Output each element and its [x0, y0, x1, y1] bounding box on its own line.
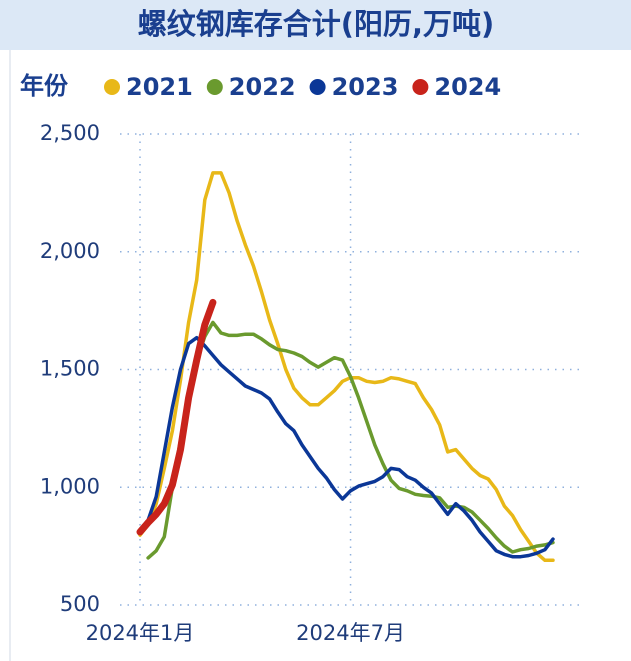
chart-title: 螺纹钢库存合计(阳历,万吨) [138, 7, 495, 41]
series-line [138, 171, 555, 563]
series-line [146, 320, 555, 560]
y-tick-label: 1,500 [40, 357, 100, 381]
legend-label: 2023 [332, 73, 399, 101]
y-tick-label: 500 [60, 592, 100, 616]
legend-title: 年份 [20, 72, 69, 100]
legend-swatch [412, 79, 429, 95]
legend-swatch [309, 79, 326, 95]
x-tick-label: 2024年7月 [296, 621, 405, 645]
legend-label: 2021 [126, 73, 193, 101]
series-line [138, 335, 555, 559]
legend-swatch [104, 79, 120, 95]
y-tick-label: 2,000 [40, 239, 100, 263]
y-tick-label: 2,500 [40, 121, 100, 145]
y-tick-label: 1,000 [40, 474, 100, 498]
title-banner [0, 0, 631, 50]
x-tick-label: 2024年1月 [86, 621, 195, 645]
series-line [136, 298, 217, 536]
legend-label: 2022 [229, 73, 296, 101]
legend-label: 2024 [434, 73, 501, 101]
legend-swatch [206, 79, 223, 95]
